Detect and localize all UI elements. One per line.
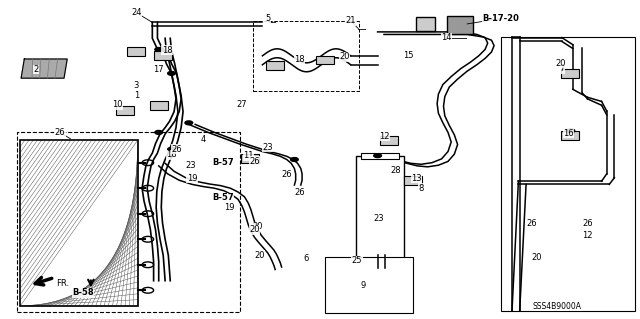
Text: 4: 4 — [201, 135, 206, 144]
Circle shape — [291, 158, 298, 161]
Text: 27: 27 — [237, 100, 247, 109]
Bar — [253, 21, 359, 91]
Bar — [241, 154, 259, 163]
Text: 9: 9 — [361, 281, 366, 290]
Text: 16: 16 — [563, 129, 573, 138]
Bar — [561, 131, 579, 140]
Text: 23: 23 — [186, 161, 196, 170]
Text: 20: 20 — [253, 222, 263, 231]
Bar — [361, 153, 399, 159]
Bar — [127, 47, 145, 56]
Text: 20: 20 — [254, 251, 264, 260]
Text: 11: 11 — [243, 151, 253, 160]
Text: 26: 26 — [172, 145, 182, 154]
Bar — [316, 56, 334, 64]
Text: 28: 28 — [390, 166, 401, 175]
Bar — [154, 51, 172, 60]
Bar — [150, 101, 168, 110]
Text: 24: 24 — [131, 8, 141, 17]
Text: 1: 1 — [134, 91, 139, 100]
Text: 17: 17 — [154, 65, 164, 74]
Circle shape — [567, 129, 575, 133]
Text: 20: 20 — [531, 253, 541, 262]
Bar — [416, 17, 435, 31]
Text: 20: 20 — [556, 59, 566, 68]
Text: B-17-20: B-17-20 — [482, 14, 519, 23]
Text: 15: 15 — [403, 51, 413, 60]
Bar — [404, 176, 422, 185]
Text: 23: 23 — [373, 214, 383, 223]
Text: 3: 3 — [134, 81, 139, 90]
Text: FR.: FR. — [56, 279, 69, 288]
Text: 18: 18 — [162, 46, 172, 55]
Bar — [20, 140, 138, 306]
Text: 25: 25 — [352, 256, 362, 265]
Text: 12: 12 — [582, 231, 593, 240]
Text: B-58: B-58 — [72, 288, 94, 297]
Text: 2: 2 — [33, 65, 38, 74]
Text: 20: 20 — [250, 225, 260, 234]
Bar — [380, 136, 398, 145]
Text: 26: 26 — [582, 219, 593, 228]
Text: 26: 26 — [527, 219, 537, 228]
Text: 19: 19 — [224, 203, 234, 212]
Polygon shape — [21, 59, 67, 78]
Text: 26: 26 — [250, 157, 260, 166]
Text: 14: 14 — [442, 33, 452, 42]
Bar — [361, 262, 399, 268]
Circle shape — [374, 154, 381, 158]
Text: 26: 26 — [294, 189, 305, 197]
Text: 18: 18 — [294, 55, 305, 63]
Circle shape — [155, 130, 163, 134]
Text: 6: 6 — [303, 254, 308, 263]
Bar — [356, 156, 404, 266]
Text: 8: 8 — [419, 184, 424, 193]
Bar — [561, 69, 579, 78]
Text: 19: 19 — [187, 174, 197, 182]
Text: 21: 21 — [346, 16, 356, 25]
Text: 7: 7 — [559, 64, 564, 73]
Text: SSS4B9000A: SSS4B9000A — [532, 302, 581, 311]
Bar — [325, 257, 413, 313]
Bar — [116, 106, 134, 115]
Text: 26: 26 — [55, 128, 65, 137]
Bar — [447, 16, 473, 34]
Text: 12: 12 — [380, 132, 390, 141]
Text: 23: 23 — [262, 143, 273, 152]
Text: 26: 26 — [282, 170, 292, 179]
Text: B-57: B-57 — [212, 193, 234, 202]
Circle shape — [155, 48, 163, 51]
Bar — [501, 37, 635, 311]
Text: 20: 20 — [339, 52, 349, 61]
Text: 10: 10 — [112, 100, 122, 109]
Bar — [17, 132, 240, 312]
Bar — [266, 61, 284, 70]
Text: B-57: B-57 — [212, 158, 234, 167]
Circle shape — [168, 71, 175, 75]
Circle shape — [185, 121, 193, 125]
Circle shape — [168, 147, 175, 151]
Text: 18: 18 — [166, 150, 177, 159]
Text: 13: 13 — [412, 174, 422, 182]
Text: 5: 5 — [265, 14, 270, 23]
